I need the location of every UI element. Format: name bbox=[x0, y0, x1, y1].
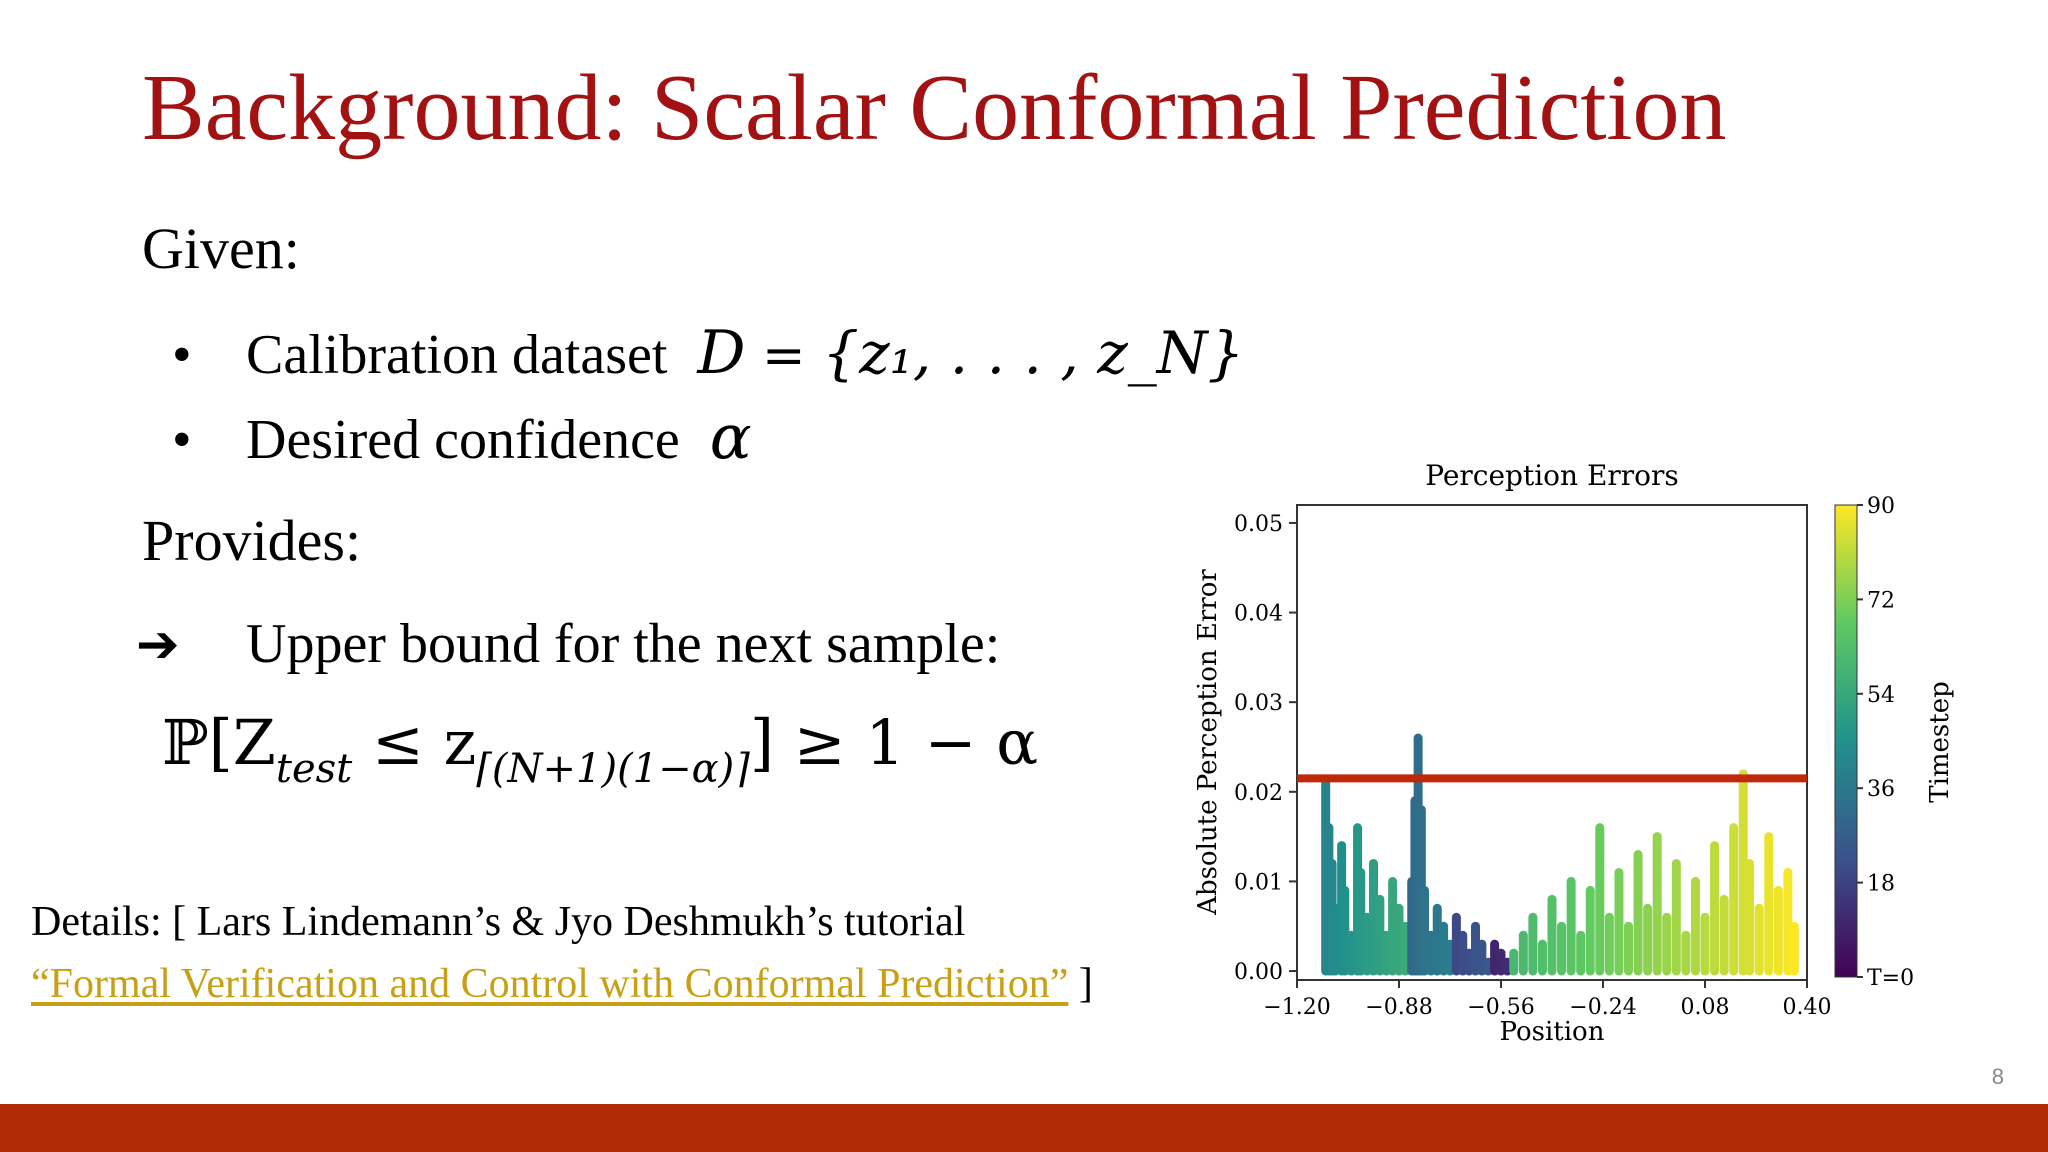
colorbar-tick-label: 54 bbox=[1867, 683, 1895, 708]
conformal-formula: ℙ[Ztest ≤ z⌈(N+1)(1−α)⌉] ≥ 1 − α bbox=[162, 706, 1038, 792]
bullet2-text: Desired confidence bbox=[246, 409, 680, 471]
perception-errors-chart: Perception Errors −1.20 −0.88 −0.56 −0.24 0.… bbox=[1193, 459, 1955, 1047]
y-tick-label: 0.00 bbox=[1234, 960, 1283, 985]
bullet1-text: Calibration dataset bbox=[246, 324, 668, 386]
slide-title: Background: Scalar Conformal Prediction bbox=[142, 56, 1727, 160]
footer-bar bbox=[0, 1104, 2048, 1152]
y-tick-label: 0.05 bbox=[1234, 512, 1283, 537]
math-symbol-D: D bbox=[697, 318, 746, 388]
bullet-desired-confidence: • Desired confidence α bbox=[172, 400, 752, 473]
formula-end: ] ≥ 1 − α bbox=[749, 706, 1039, 779]
y-tick-label: 0.01 bbox=[1234, 870, 1283, 895]
x-tick-label: −0.88 bbox=[1365, 995, 1432, 1020]
formula-sub-quantile: ⌈(N+1)(1−α)⌉ bbox=[476, 746, 750, 792]
chart-title: Perception Errors bbox=[1425, 459, 1679, 492]
page-number: 8 bbox=[1991, 1064, 2004, 1089]
x-axis-label: Position bbox=[1500, 1017, 1605, 1047]
y-axis-label: Absolute Perception Error bbox=[1193, 569, 1223, 916]
math-equals: = bbox=[745, 326, 823, 386]
colorbar-ticks: T=0 18 36 54 72 90 bbox=[1857, 494, 1914, 991]
math-dataset-set: {z₁, . . . , z_N} bbox=[822, 319, 1245, 387]
colorbar-tick-label: 36 bbox=[1867, 777, 1895, 802]
tutorial-link[interactable]: “Formal Verification and Control with Co… bbox=[31, 961, 1069, 1007]
provides-heading: Provides: bbox=[142, 508, 362, 573]
x-tick-label: −1.20 bbox=[1263, 995, 1330, 1020]
details-close-bracket: ] bbox=[1068, 961, 1093, 1007]
details-line: Details: [ Lars Lindemann’s & Jyo Deshmu… bbox=[31, 899, 966, 945]
x-tick-label: 0.40 bbox=[1783, 995, 1832, 1020]
y-tick-label: 0.04 bbox=[1234, 602, 1283, 627]
x-tick-label: −0.56 bbox=[1467, 995, 1534, 1020]
colorbar-tick-label: 90 bbox=[1867, 494, 1895, 519]
x-axis-ticks: −1.20 −0.88 −0.56 −0.24 0.08 0.40 bbox=[1263, 980, 1831, 1020]
x-tick-label: 0.08 bbox=[1681, 995, 1730, 1020]
bullet-dot: • bbox=[172, 324, 192, 386]
given-heading: Given: bbox=[142, 216, 300, 281]
colorbar-tick-label: T=0 bbox=[1867, 966, 1914, 991]
details-link-line: “Formal Verification and Control with Co… bbox=[31, 960, 1093, 1008]
math-alpha: α bbox=[709, 400, 752, 473]
formula-sub-test: test bbox=[275, 746, 353, 792]
colorbar bbox=[1834, 504, 1858, 978]
colorbar-tick-label: 72 bbox=[1867, 588, 1895, 613]
y-tick-label: 0.03 bbox=[1234, 691, 1283, 716]
upper-bound-item: ➔ Upper bound for the next sample: bbox=[136, 612, 1000, 676]
upper-bound-text: Upper bound for the next sample: bbox=[246, 613, 1001, 675]
x-tick-label: −0.24 bbox=[1569, 995, 1636, 1020]
formula-main: ℙ[Z bbox=[162, 706, 276, 779]
formula-mid: ≤ z bbox=[352, 706, 477, 779]
scatter-points bbox=[1321, 733, 1799, 976]
colorbar-label: Timestep bbox=[1925, 681, 1955, 803]
arrow-right-icon: ➔ bbox=[136, 615, 180, 675]
colorbar-tick-label: 18 bbox=[1867, 872, 1895, 897]
y-tick-label: 0.02 bbox=[1234, 781, 1283, 806]
bullet-dot: • bbox=[172, 409, 192, 471]
y-axis-ticks: 0.00 0.01 0.02 0.03 0.04 0.05 bbox=[1234, 512, 1297, 985]
bullet-calibration-dataset: • Calibration dataset D = {z₁, . . . , z_… bbox=[172, 318, 1244, 388]
